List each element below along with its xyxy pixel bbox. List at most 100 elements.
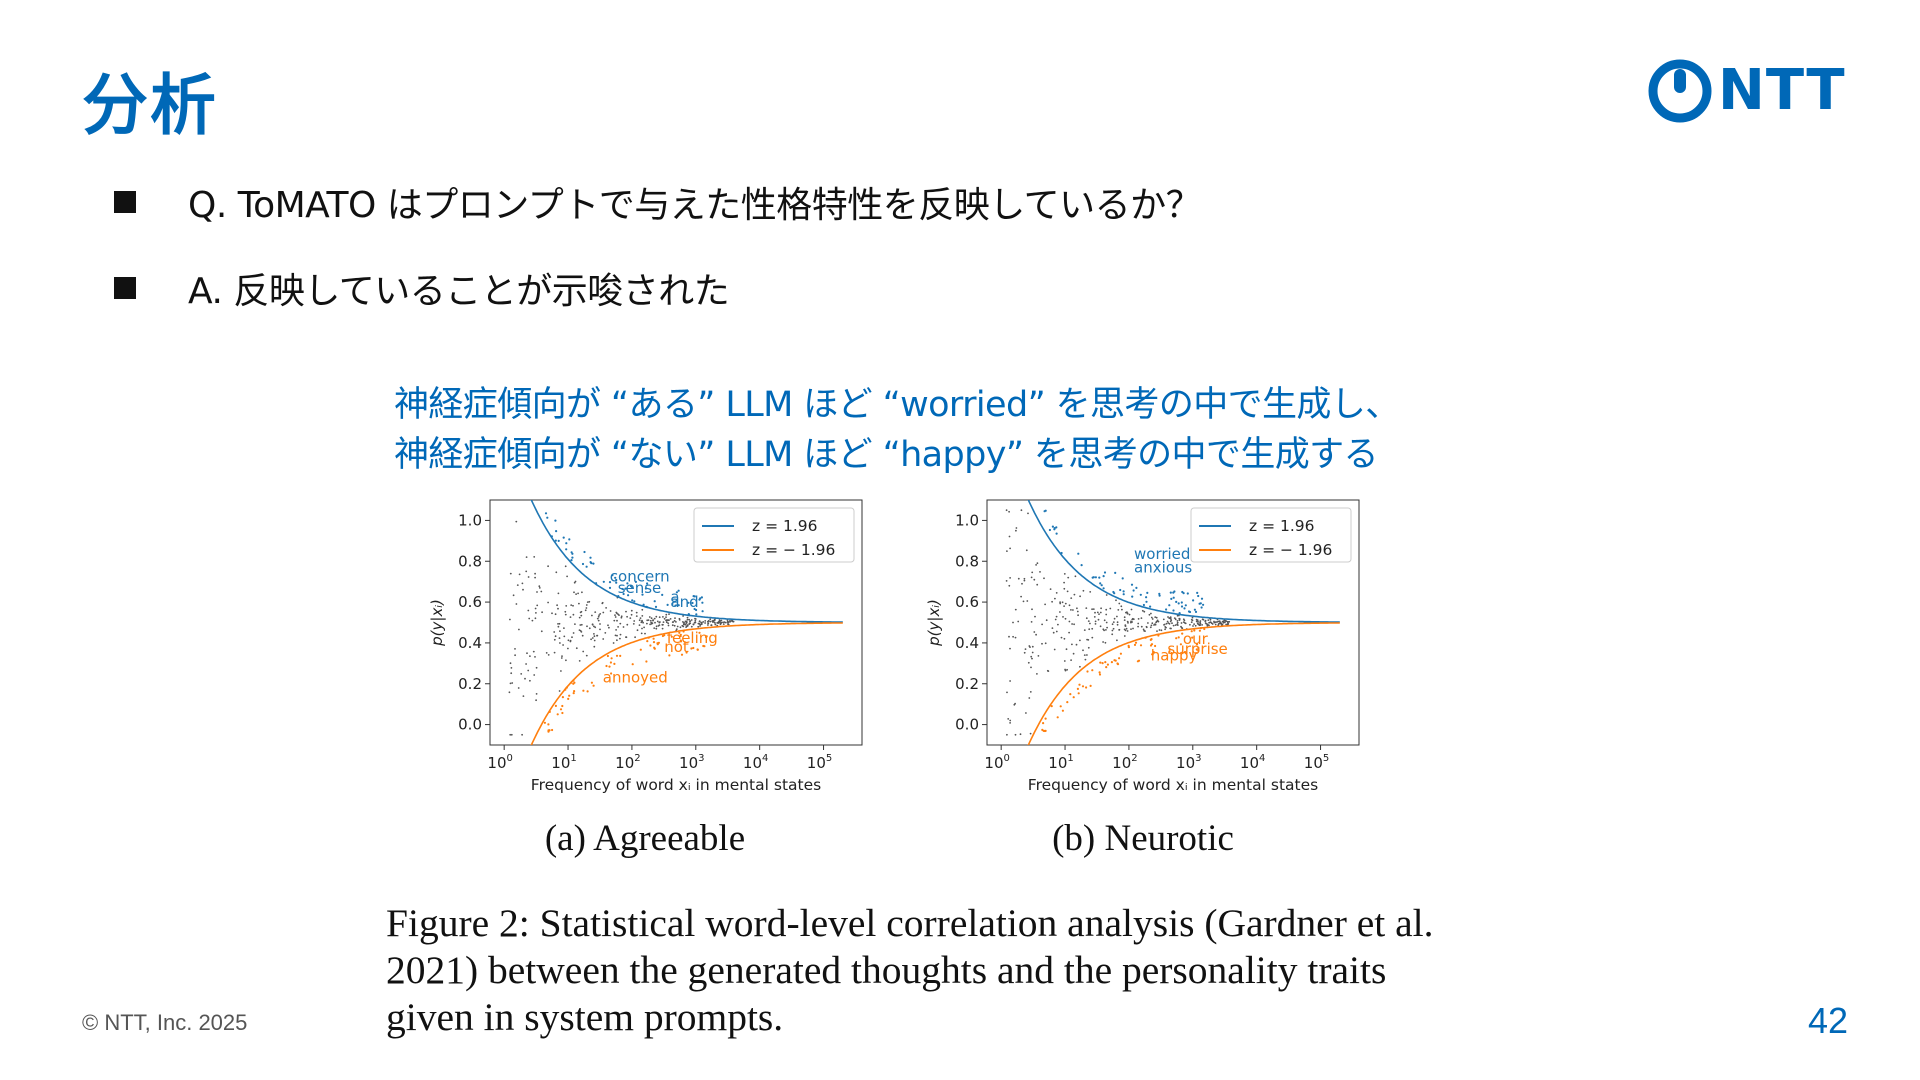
data-point [1166, 620, 1169, 623]
data-point [1088, 628, 1091, 631]
data-point [1206, 623, 1209, 626]
data-point [560, 670, 562, 672]
data-point [668, 654, 671, 657]
data-point [1030, 621, 1033, 623]
word-label: and [670, 593, 698, 611]
data-point [554, 539, 557, 542]
data-point [698, 598, 701, 601]
data-point [1063, 637, 1066, 640]
data-point [1075, 643, 1078, 646]
data-point [1030, 655, 1033, 658]
y-tick-label: 0.8 [458, 552, 482, 570]
data-point [557, 607, 559, 610]
data-point [564, 610, 567, 613]
data-point [1117, 609, 1120, 611]
data-point [573, 690, 576, 693]
word-label: worried [1134, 545, 1190, 563]
data-point [641, 620, 644, 623]
data-point [689, 620, 691, 623]
data-point [1066, 590, 1069, 593]
data-point [1087, 620, 1090, 622]
data-point [1154, 644, 1157, 648]
data-point [558, 637, 561, 639]
data-point [1201, 618, 1204, 621]
data-point [667, 624, 670, 627]
data-point [1120, 605, 1123, 608]
data-point [1119, 588, 1122, 592]
data-point [1216, 621, 1219, 623]
data-point [1149, 605, 1152, 608]
data-point [646, 640, 649, 643]
data-point [1036, 583, 1039, 586]
data-point [686, 618, 689, 621]
data-point [639, 617, 642, 619]
data-point [608, 626, 610, 629]
data-point [1077, 692, 1080, 695]
data-point [1169, 618, 1172, 620]
data-point [554, 635, 557, 638]
data-point [559, 642, 561, 644]
data-point [1228, 620, 1231, 623]
data-point [1044, 509, 1047, 512]
data-point [1071, 643, 1073, 646]
data-point [1145, 600, 1148, 603]
data-point [629, 585, 633, 588]
data-point [1068, 620, 1071, 623]
data-point [680, 653, 684, 656]
data-point [673, 624, 676, 627]
data-point [1076, 607, 1078, 610]
data-point [1017, 620, 1020, 623]
data-point [1042, 722, 1045, 725]
data-point [540, 590, 543, 593]
data-point [1141, 609, 1144, 612]
data-point [1139, 644, 1143, 647]
data-point [712, 619, 715, 622]
data-point [511, 682, 514, 684]
data-point [1076, 610, 1079, 613]
data-point [581, 591, 583, 594]
data-point [578, 629, 581, 631]
data-point [543, 721, 547, 724]
data-point [1150, 612, 1152, 615]
data-point [650, 623, 653, 625]
data-point [1049, 588, 1052, 590]
data-point [709, 620, 712, 623]
data-point [1089, 622, 1091, 625]
data-point [1051, 627, 1054, 629]
data-point [536, 604, 539, 607]
data-point [675, 621, 677, 623]
data-point [569, 616, 572, 618]
data-point [609, 610, 612, 612]
data-point [1014, 733, 1017, 736]
data-point [1151, 653, 1154, 656]
data-point [647, 619, 650, 621]
data-point [1147, 622, 1149, 624]
data-point [1126, 630, 1129, 632]
data-point [1156, 630, 1158, 632]
data-point [1071, 623, 1073, 625]
data-point [527, 669, 530, 672]
data-point [535, 693, 538, 695]
data-point [1116, 621, 1119, 624]
data-point [678, 631, 681, 634]
data-point [679, 635, 682, 638]
data-point [1008, 635, 1010, 638]
data-point [527, 576, 530, 578]
data-point [1063, 587, 1066, 590]
data-point [1130, 583, 1134, 586]
data-point [1009, 547, 1011, 550]
data-point [1079, 595, 1081, 598]
data-point [570, 604, 573, 606]
word-label: sense [618, 579, 662, 597]
data-point [1026, 600, 1029, 602]
data-point [643, 626, 645, 629]
data-point [591, 637, 594, 639]
data-point [1196, 622, 1199, 625]
data-point [631, 586, 634, 590]
word-label: not [664, 638, 689, 656]
data-point [1197, 594, 1200, 598]
data-point [575, 647, 578, 650]
data-point [1008, 535, 1011, 538]
data-point [514, 648, 516, 650]
